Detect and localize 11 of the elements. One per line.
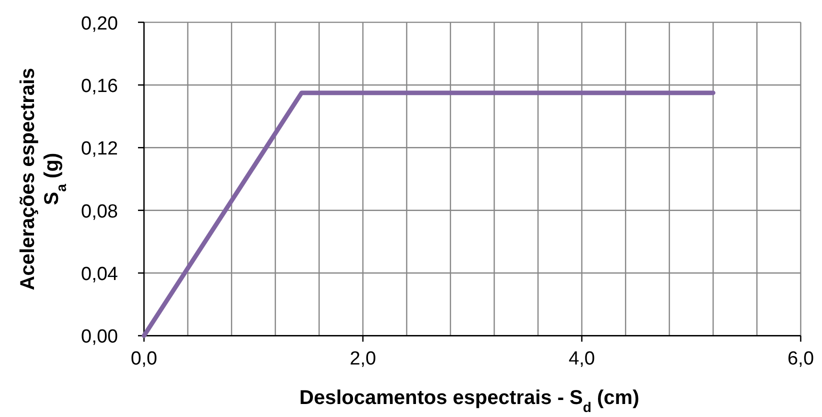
y-tick-label: 0,20 bbox=[81, 13, 118, 34]
x-tick-label: 0,0 bbox=[130, 348, 158, 370]
y-tick-label: 0,12 bbox=[81, 138, 118, 160]
y-tick-label: 0,04 bbox=[81, 264, 118, 286]
y-tick-label: 0,00 bbox=[81, 326, 118, 348]
x-tick-label: 2,0 bbox=[350, 348, 376, 370]
x-tick-label: 6,0 bbox=[787, 348, 814, 370]
y-tick-label: 0,08 bbox=[81, 201, 118, 222]
x-axis-title: Deslocamentos espectrais - S$_{d}$ (cm) bbox=[299, 387, 640, 415]
x-tick-label: 4,0 bbox=[568, 348, 596, 370]
y-tick-label: 0,16 bbox=[81, 76, 118, 97]
